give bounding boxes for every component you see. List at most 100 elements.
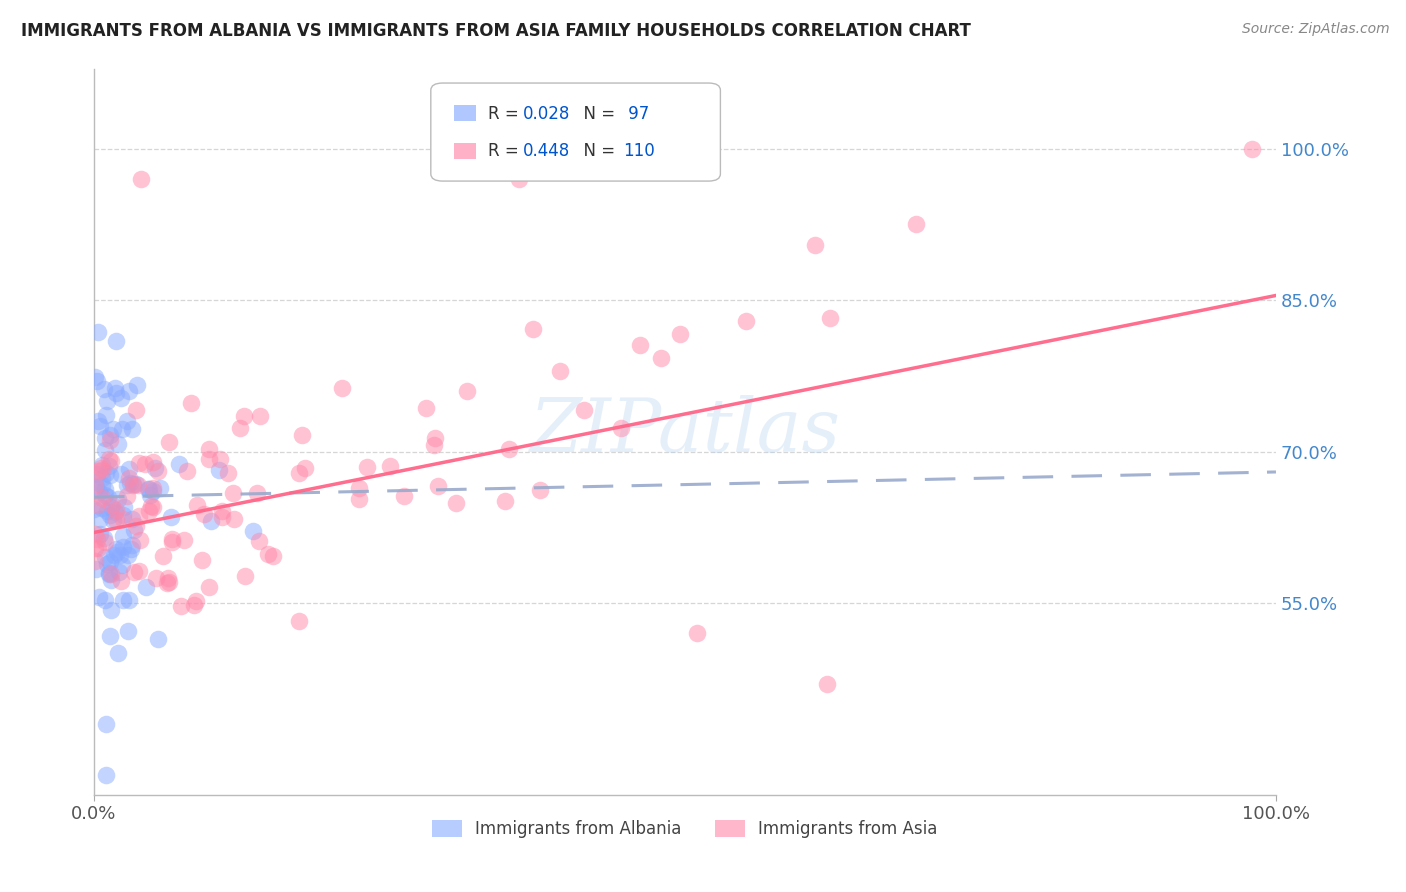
Point	[262, 549, 284, 563]
Point	[86, 480, 108, 494]
Point	[142, 484, 165, 499]
Point	[125, 477, 148, 491]
Point	[145, 461, 167, 475]
Point	[378, 458, 401, 473]
Point	[105, 386, 128, 401]
Point	[87, 484, 110, 499]
Point	[134, 457, 156, 471]
Point	[122, 524, 145, 538]
Point	[93, 483, 115, 497]
Point	[87, 590, 110, 604]
Point	[127, 478, 149, 492]
Point	[349, 492, 371, 507]
Point	[105, 545, 128, 559]
Point	[87, 541, 110, 556]
Point	[90, 491, 112, 506]
Point	[159, 510, 181, 524]
Point	[198, 451, 221, 466]
Point	[100, 573, 122, 587]
Point	[121, 477, 143, 491]
Point	[211, 510, 233, 524]
Point	[110, 467, 132, 481]
Point	[91, 463, 114, 477]
Point	[249, 409, 271, 424]
Point	[112, 500, 135, 514]
Point	[152, 549, 174, 563]
Point	[356, 459, 378, 474]
Point	[121, 478, 143, 492]
Point	[83, 527, 105, 541]
Point	[224, 512, 246, 526]
Point	[157, 574, 180, 589]
Point	[96, 504, 118, 518]
Text: N =: N =	[572, 143, 620, 161]
Text: R =: R =	[488, 104, 523, 122]
Point	[117, 548, 139, 562]
Point	[97, 566, 120, 581]
Point	[94, 593, 117, 607]
Point	[145, 571, 167, 585]
FancyBboxPatch shape	[430, 83, 720, 181]
Point	[609, 420, 631, 434]
Point	[650, 351, 672, 365]
Point	[97, 451, 120, 466]
Point	[142, 455, 165, 469]
Point	[141, 500, 163, 514]
Point	[84, 370, 107, 384]
Point	[115, 478, 138, 492]
Point	[128, 564, 150, 578]
Point	[508, 172, 530, 186]
Point	[93, 442, 115, 457]
Point	[257, 547, 280, 561]
Point	[121, 512, 143, 526]
Point	[222, 486, 245, 500]
Point	[84, 478, 107, 492]
Text: 97: 97	[623, 104, 650, 122]
Point	[291, 428, 314, 442]
Point	[118, 471, 141, 485]
Point	[572, 403, 595, 417]
Point	[217, 466, 239, 480]
Point	[349, 482, 371, 496]
Point	[97, 566, 120, 581]
Point	[98, 555, 121, 569]
Point	[142, 500, 165, 514]
Point	[186, 594, 208, 608]
Point	[100, 454, 122, 468]
Point	[98, 629, 121, 643]
Point	[108, 549, 131, 563]
Point	[89, 526, 111, 541]
Point	[815, 838, 838, 852]
Point	[529, 483, 551, 497]
Point	[686, 626, 709, 640]
Point	[1241, 142, 1264, 156]
Point	[139, 488, 162, 502]
Point	[180, 395, 202, 409]
Point	[90, 478, 112, 492]
Point	[86, 499, 108, 513]
Point	[104, 542, 127, 557]
Point	[628, 338, 651, 352]
Point	[86, 467, 108, 481]
Point	[94, 431, 117, 445]
Point	[111, 422, 134, 436]
Point	[904, 217, 927, 231]
Point	[89, 512, 111, 526]
Text: ZIPatlas: ZIPatlas	[530, 395, 841, 468]
Point	[157, 571, 180, 585]
Point	[288, 615, 311, 629]
Point	[247, 534, 270, 549]
Point	[105, 513, 128, 527]
Point	[135, 580, 157, 594]
Point	[138, 483, 160, 497]
Point	[112, 512, 135, 526]
Point	[167, 457, 190, 471]
Point	[93, 382, 115, 396]
Point	[112, 540, 135, 554]
Point	[118, 462, 141, 476]
Point	[392, 489, 415, 503]
Point	[89, 418, 111, 433]
Point	[96, 557, 118, 571]
Point	[229, 420, 252, 434]
Point	[97, 490, 120, 504]
